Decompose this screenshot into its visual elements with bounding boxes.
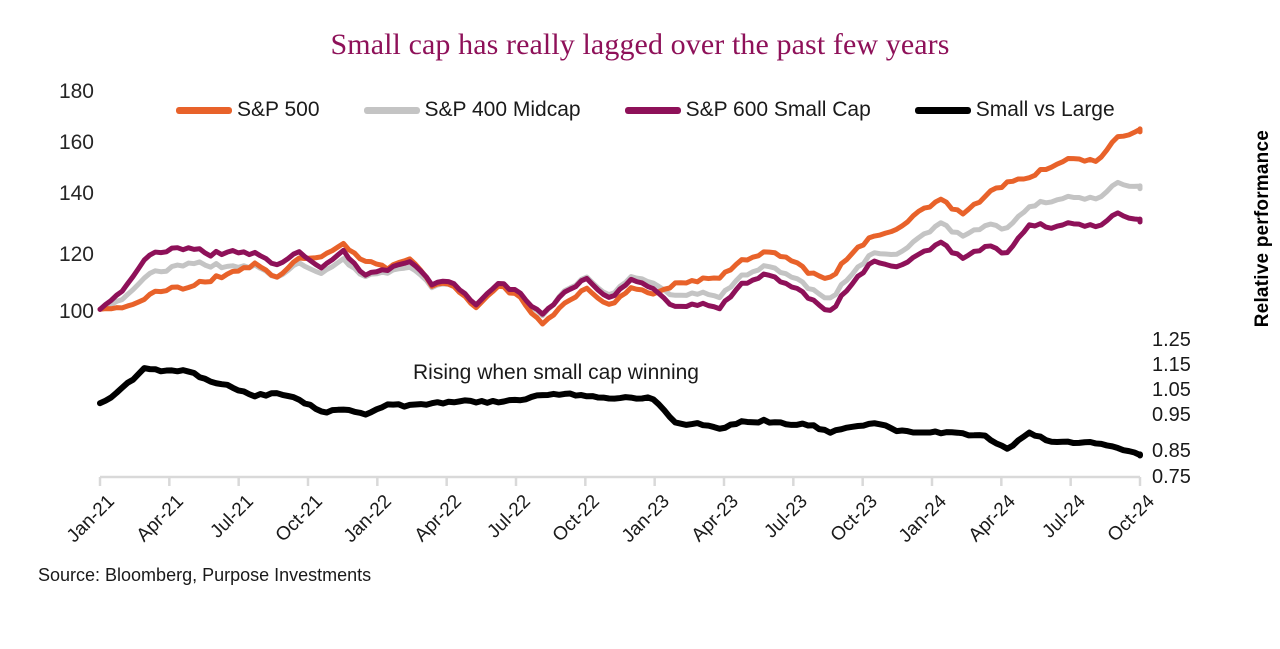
y-tick-right-125: 1.25 <box>1152 329 1191 351</box>
legend-swatch-sp400 <box>363 106 420 114</box>
series-line-s-p-600-small-cap <box>97 210 1143 317</box>
y-tick-right-075: 0.75 <box>1152 466 1191 488</box>
legend-item-sp600[interactable]: S&P 600 Small Cap <box>624 98 871 122</box>
chart-annotation: Rising when small cap winning <box>413 361 699 384</box>
y-tick-right-105: 1.05 <box>1152 379 1191 401</box>
legend-item-sp400[interactable]: S&P 400 Midcap <box>363 98 581 122</box>
y-tick-160: 160 <box>58 131 94 154</box>
y-tick-120: 120 <box>58 243 94 266</box>
legend-label-sp500: S&P 500 <box>237 98 320 121</box>
page-title: Small cap has really lagged over the pas… <box>330 28 950 61</box>
legend-label-small-vs-large: Small vs Large <box>975 98 1115 121</box>
legend-label-sp400: S&P 400 Midcap <box>424 98 581 121</box>
legend-label-sp600: S&P 600 Small Cap <box>685 98 871 121</box>
legend-swatch-sp600 <box>624 106 681 114</box>
y-tick-180: 180 <box>58 80 94 103</box>
legend-item-sp500[interactable]: S&P 500 <box>176 98 320 122</box>
series-line-s-p-500 <box>97 126 1143 327</box>
y-tick-100: 100 <box>58 300 94 323</box>
legend-item-small-vs-large[interactable]: Small vs Large <box>914 98 1115 122</box>
chart-legend: S&P 500 S&P 400 Midcap S&P 600 Small Cap… <box>176 98 1115 122</box>
legend-swatch-small-vs-large <box>914 106 971 114</box>
y-tick-right-085: 0.85 <box>1152 440 1191 462</box>
source-note: Source: Bloomberg, Purpose Investments <box>38 565 372 585</box>
y-tick-right-095: 0.95 <box>1152 404 1191 426</box>
y-tick-140: 140 <box>58 182 94 205</box>
legend-swatch-sp500 <box>176 106 232 114</box>
series-line-small-vs-large <box>97 365 1143 459</box>
y-tick-right-115: 1.15 <box>1152 354 1191 376</box>
